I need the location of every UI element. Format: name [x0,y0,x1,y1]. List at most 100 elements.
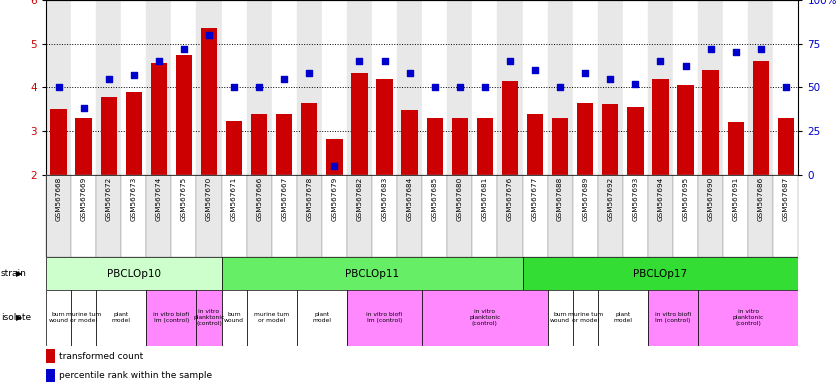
Bar [176,55,192,175]
Bar [773,175,798,257]
Bar [401,110,418,175]
Bar [472,175,497,257]
Bar [297,290,347,346]
Bar [46,175,71,257]
Bar [322,175,347,257]
Text: GSM567666: GSM567666 [256,177,263,222]
Bar [351,73,368,175]
Text: GSM567671: GSM567671 [231,177,237,222]
Text: in vitro
planktonic
(control): in vitro planktonic (control) [469,310,501,326]
Text: percentile rank within the sample: percentile rank within the sample [59,371,212,380]
Bar [121,0,146,175]
Text: GSM567670: GSM567670 [206,177,212,222]
Bar [773,0,798,175]
Bar [426,118,443,175]
Bar [727,122,744,175]
Point [303,70,316,76]
Point [378,58,391,64]
Bar [222,175,247,257]
Point [202,32,216,38]
Bar [326,139,343,175]
Bar [46,349,55,363]
Point [453,84,466,91]
Text: in vitro biofi
lm (control): in vitro biofi lm (control) [153,312,190,323]
Point [127,72,140,78]
Bar [222,257,522,290]
Text: GSM567679: GSM567679 [331,177,338,222]
Bar [602,104,619,175]
Bar [251,114,268,175]
Bar [171,175,196,257]
Text: GSM567691: GSM567691 [732,177,739,222]
Point [503,58,517,64]
Text: GSM567685: GSM567685 [431,177,438,222]
Bar [477,118,493,175]
Bar [748,0,773,175]
Text: GSM567682: GSM567682 [356,177,363,222]
Bar [648,0,673,175]
Bar [548,175,573,257]
Point [779,84,793,91]
Bar [527,114,543,175]
Text: GSM567686: GSM567686 [757,177,764,222]
Bar [451,118,468,175]
Text: GSM567690: GSM567690 [707,177,714,222]
Text: murine tum
or model: murine tum or model [66,312,101,323]
Text: GSM567668: GSM567668 [55,177,62,222]
Bar [422,0,447,175]
Text: GSM567676: GSM567676 [507,177,513,222]
Bar [376,79,393,175]
Text: GSM567680: GSM567680 [456,177,463,222]
Bar [372,0,397,175]
Bar [497,0,522,175]
Bar [648,175,673,257]
Bar [50,109,67,175]
Bar [748,175,773,257]
Text: murine tum
or model: murine tum or model [568,312,603,323]
Bar [397,0,422,175]
Bar [723,0,748,175]
Bar [96,290,146,346]
Text: murine tum
or model: murine tum or model [254,312,289,323]
Text: GSM567681: GSM567681 [482,177,488,222]
Bar [673,0,698,175]
Text: GSM567684: GSM567684 [406,177,413,222]
Bar [573,0,598,175]
Bar [652,79,669,175]
Text: ▶: ▶ [16,313,23,322]
Point [278,76,291,82]
Text: GSM567669: GSM567669 [80,177,87,222]
Bar [71,0,96,175]
Point [177,46,191,52]
Point [528,67,542,73]
Bar [226,121,242,175]
Bar [522,0,548,175]
Text: GSM567667: GSM567667 [281,177,288,222]
Bar [502,81,518,175]
Bar [347,175,372,257]
Point [553,84,567,91]
Bar [623,0,648,175]
Bar [752,61,769,175]
Bar [347,290,422,346]
Text: strain: strain [1,269,27,278]
Point [353,58,366,64]
Bar [548,290,573,346]
Point [77,105,90,111]
Text: in vitro biofi
lm (control): in vitro biofi lm (control) [366,312,403,323]
Bar [222,290,247,346]
Point [102,76,115,82]
Text: PBCLOp11: PBCLOp11 [345,268,399,279]
Bar [522,175,548,257]
Bar [777,118,794,175]
Bar [577,103,594,175]
Bar [196,0,222,175]
Bar [322,0,347,175]
Text: transformed count: transformed count [59,352,143,361]
Bar [677,85,694,175]
Bar [46,257,222,290]
Bar [247,290,297,346]
Text: PBCLOp17: PBCLOp17 [634,268,687,279]
Point [478,84,492,91]
Bar [71,290,96,346]
